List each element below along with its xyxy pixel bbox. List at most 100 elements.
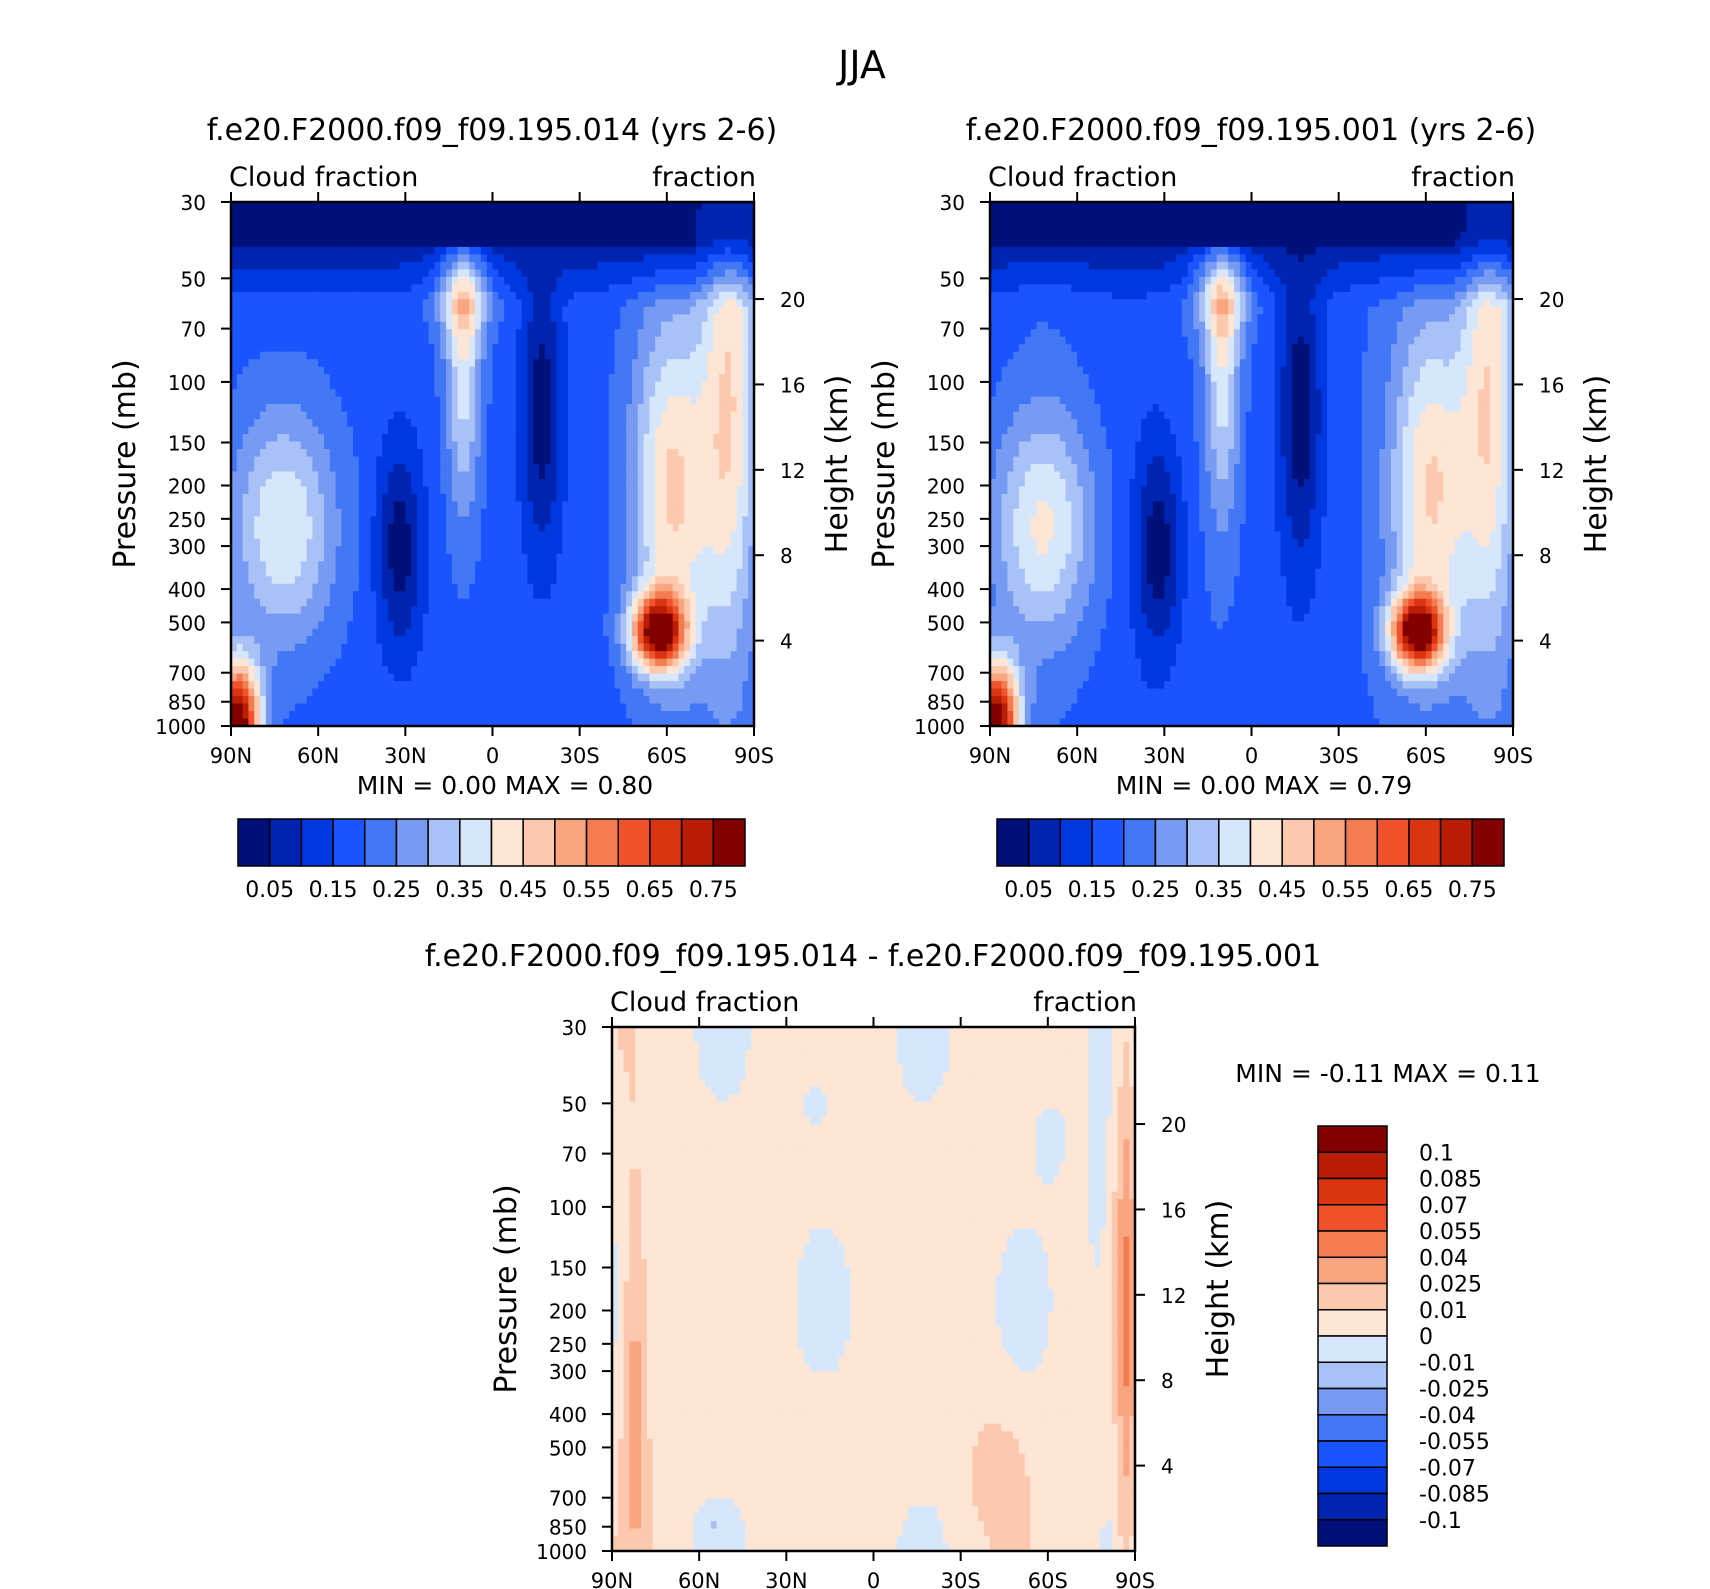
contour-cell [440, 538, 447, 547]
contour-cell [562, 389, 569, 398]
contour-cell [370, 314, 377, 323]
contour-cell [451, 239, 459, 248]
contour-cell [562, 396, 569, 405]
contour-cell [661, 493, 668, 503]
contour-cell [486, 306, 494, 315]
contour-cell [271, 231, 279, 241]
contour-cell [329, 269, 337, 278]
contour-cell [422, 568, 430, 577]
contour-cell [527, 284, 534, 293]
contour-cell [294, 606, 302, 615]
contour-cell [724, 291, 732, 300]
contour-cell [492, 321, 499, 330]
contour-cell [568, 553, 575, 562]
contour-cell [631, 591, 639, 600]
contour-cell [387, 426, 395, 435]
contour-cell [666, 598, 674, 607]
contour-cell [399, 344, 406, 353]
contour-cell [376, 531, 383, 540]
contour-cell [358, 546, 366, 555]
contour-cell [457, 583, 465, 592]
contour-cell [451, 464, 459, 473]
contour-cell [492, 381, 499, 390]
contour-cell [265, 441, 273, 450]
contour-cell [260, 598, 267, 607]
contour-cell [382, 269, 389, 278]
contour-cell [736, 381, 743, 390]
contour-cell [730, 351, 738, 360]
contour-cell [602, 336, 610, 345]
contour-cell [242, 598, 250, 607]
contour-cell [602, 374, 610, 383]
contour-cell [695, 546, 703, 555]
contour-cell [614, 441, 621, 450]
contour-cell [643, 344, 650, 353]
contour-cell [283, 426, 290, 435]
contour-cell [556, 389, 563, 398]
contour-cell [486, 276, 494, 285]
contour-cell [591, 426, 598, 435]
contour-cell [300, 261, 308, 270]
contour-cell [382, 411, 389, 420]
contour-cell [271, 449, 279, 458]
contour-cell [318, 314, 325, 323]
contour-cell [323, 231, 331, 241]
contour-cell [446, 321, 453, 330]
contour-cell [661, 231, 668, 241]
contour-cell [538, 561, 546, 570]
contour-cell [382, 366, 389, 375]
contour-cell [480, 501, 488, 510]
contour-cell [527, 381, 534, 390]
contour-cell [573, 404, 581, 413]
contour-cell [533, 456, 540, 465]
contour-cell [585, 231, 592, 241]
contour-cell [300, 329, 308, 338]
contour-cell [585, 202, 592, 211]
contour-cell [690, 246, 697, 255]
contour-cell [463, 449, 470, 458]
contour-cell [643, 606, 650, 615]
contour-cell [707, 224, 714, 233]
contour-cell [236, 381, 244, 390]
contour-cell [248, 523, 255, 532]
contour-cell [701, 486, 709, 495]
contour-cell [260, 538, 267, 547]
contour-cell [277, 516, 284, 525]
contour-cell [248, 254, 255, 263]
contour-cell [480, 456, 488, 465]
contour-cell [306, 568, 313, 577]
contour-cell [277, 239, 284, 248]
contour-cell [457, 246, 465, 255]
contour-cell [323, 351, 331, 360]
contour-cell [614, 209, 621, 218]
contour-cell [480, 538, 488, 547]
contour-cell [742, 216, 749, 226]
contour-cell [463, 404, 470, 413]
contour-cell [736, 471, 743, 480]
contour-cell [515, 606, 523, 615]
contour-cell [608, 419, 616, 428]
contour-cell [434, 276, 441, 285]
contour-cell [248, 261, 255, 270]
contour-cell [666, 291, 674, 300]
contour-cell [649, 344, 656, 353]
contour-cell [748, 344, 755, 353]
contour-cell [533, 441, 540, 450]
contour-cell [579, 314, 587, 323]
contour-cell [626, 576, 633, 585]
contour-cell [306, 269, 313, 278]
contour-cell [289, 538, 296, 547]
contour-cell [283, 501, 290, 510]
contour-cell [271, 456, 279, 465]
contour-cell [399, 366, 406, 375]
contour-cell [509, 374, 517, 383]
contour-cell [661, 269, 668, 278]
contour-cell [730, 561, 738, 570]
contour-cell [591, 486, 598, 495]
contour-cell [492, 291, 499, 300]
contour-cell [544, 246, 552, 255]
contour-cell [515, 359, 523, 368]
contour-cell [440, 276, 447, 285]
contour-cell [527, 224, 534, 233]
contour-cell [631, 441, 639, 450]
